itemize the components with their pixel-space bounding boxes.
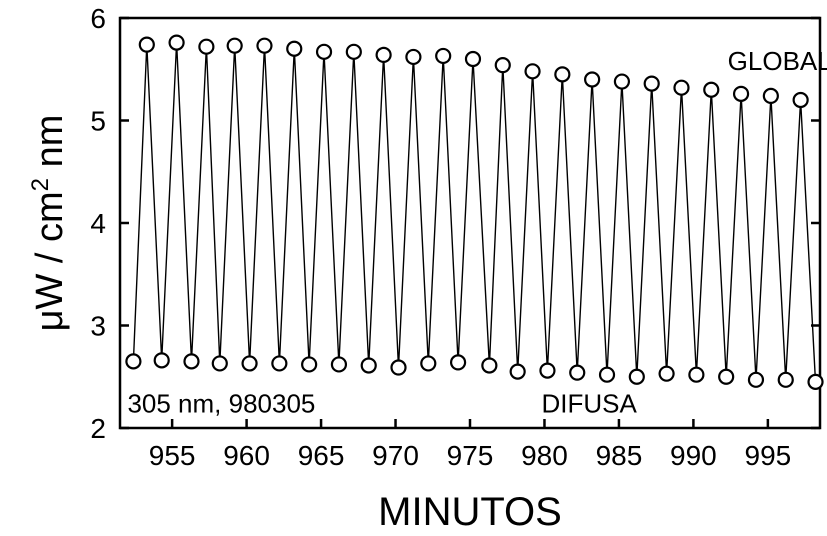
chart-annotation: 305 nm, 980305: [127, 388, 315, 418]
x-tick-label: 970: [372, 440, 419, 471]
data-point: [494, 57, 511, 74]
data-point: [345, 43, 362, 60]
y-tick-label: 2: [90, 413, 106, 444]
data-point: [198, 38, 215, 55]
data-point: [315, 43, 333, 60]
x-axis: 955 960 965 970 975 980 985 990 995: [149, 419, 791, 471]
data-point: [435, 47, 452, 65]
data-point: [168, 34, 185, 51]
chart-annotation: GLOBAL: [728, 46, 827, 76]
data-point: [703, 81, 720, 98]
x-tick-label: 975: [447, 440, 494, 471]
data-point: [598, 366, 616, 383]
x-axis-title: MINUTOS: [378, 490, 562, 534]
data-point: [301, 356, 318, 373]
data-point: [390, 359, 407, 376]
data-point: [613, 73, 631, 90]
x-tick-label: 960: [223, 440, 270, 471]
data-point: [747, 371, 765, 388]
data-point: [658, 365, 675, 382]
data-point: [524, 63, 541, 80]
data-point: [673, 79, 690, 96]
y-tick-label: 5: [90, 106, 106, 137]
data-point: [481, 357, 498, 374]
data-point: [554, 66, 571, 83]
y-axis-title-tail: nm: [29, 115, 71, 178]
data-point: [807, 373, 824, 390]
y-tick-label: 3: [90, 311, 106, 342]
data-point: [732, 85, 750, 102]
data-point: [183, 353, 200, 370]
y-tick-label: 4: [90, 208, 106, 239]
data-point: [643, 75, 660, 92]
data-point: [584, 71, 601, 88]
data-point: [286, 40, 303, 57]
data-point: [777, 371, 794, 388]
y-axis-title: μW / cm2 nm: [27, 115, 71, 332]
data-point: [569, 364, 586, 381]
data-point: [792, 91, 809, 109]
series-layer: [125, 34, 824, 390]
data-point: [125, 353, 142, 370]
data-point: [449, 354, 467, 371]
data-point: [375, 46, 392, 64]
data-point: [628, 368, 645, 385]
x-tick-label: 965: [298, 440, 345, 471]
data-point: [718, 368, 735, 385]
data-point: [464, 50, 482, 68]
x-tick-label: 995: [745, 440, 792, 471]
data-point: [241, 355, 258, 372]
data-point: [330, 356, 348, 373]
y-axis: 2 3 4 5 6: [90, 3, 820, 444]
data-point: [509, 363, 526, 380]
x-tick-label: 980: [521, 440, 568, 471]
annotation-layer: GLOBAL DIFUSA 305 nm, 980305: [127, 46, 827, 418]
chart-annotation: DIFUSA: [541, 388, 637, 418]
x-tick-label: 990: [670, 440, 717, 471]
y-axis-title-sup: 2: [27, 178, 54, 191]
x-tick-label: 955: [149, 440, 196, 471]
data-point: [153, 352, 170, 369]
data-point: [211, 355, 228, 372]
data-point: [271, 355, 288, 372]
data-point: [420, 355, 437, 372]
x-tick-label: 985: [596, 440, 643, 471]
data-point: [762, 87, 779, 105]
data-point: [688, 366, 705, 383]
y-tick-label: 6: [90, 3, 106, 34]
data-point: [405, 48, 422, 66]
data-point: [539, 362, 556, 379]
data-point: [226, 37, 243, 54]
data-point: [256, 37, 273, 54]
y-axis-title-main: μW / cm: [29, 191, 71, 331]
data-point: [360, 357, 377, 374]
data-point: [138, 36, 155, 53]
